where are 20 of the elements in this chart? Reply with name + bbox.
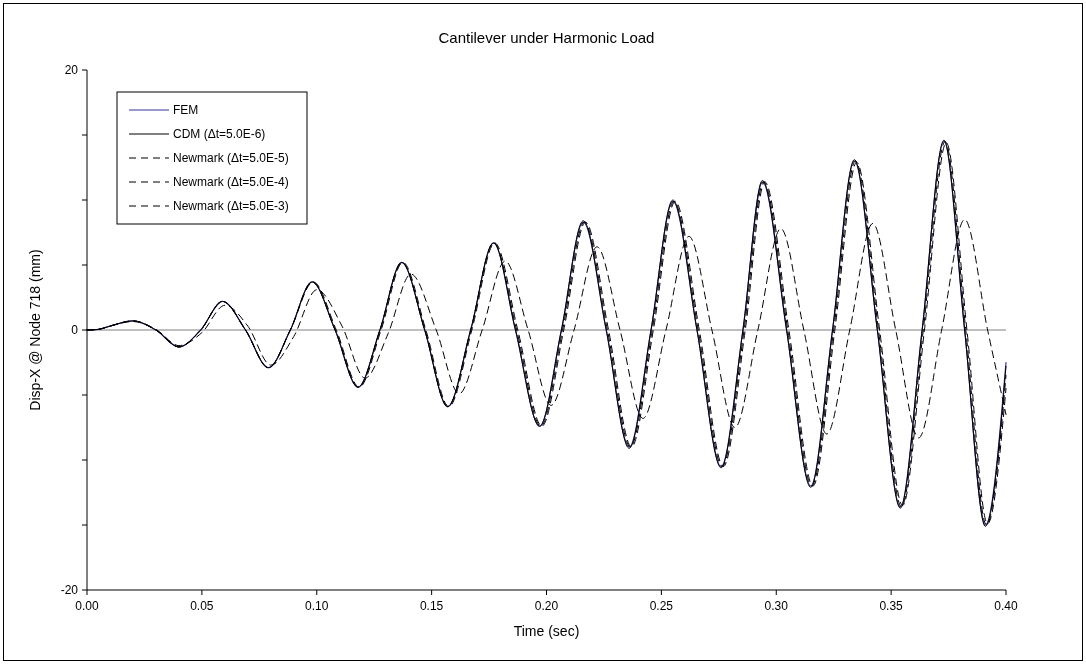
x-tick-label: 0.25 — [649, 599, 674, 613]
x-axis-title: Time (sec) — [513, 623, 580, 639]
chart-title: Cantilever under Harmonic Load — [438, 29, 655, 46]
x-tick-label: 0.30 — [764, 599, 789, 613]
y-axis-title: Disp-X @ Node 718 (mm) — [27, 249, 43, 411]
x-tick-label: 0.05 — [190, 599, 214, 613]
x-tick-label: 0.40 — [994, 599, 1018, 613]
legend-label: Newmark (Δt=5.0E-5) — [173, 151, 289, 165]
x-tick-label: 0.20 — [534, 599, 559, 613]
legend-label: Newmark (Δt=5.0E-4) — [173, 175, 289, 189]
y-tick-label: 20 — [64, 63, 79, 77]
legend-label: CDM (Δt=5.0E-6) — [173, 127, 266, 141]
legend-label: FEM — [173, 103, 199, 117]
y-tick-label: -20 — [60, 583, 79, 597]
legend-label: Newmark (Δt=5.0E-3) — [173, 199, 289, 213]
y-tick-label: 0 — [71, 323, 79, 337]
x-tick-label: 0.00 — [75, 599, 99, 613]
x-tick-label: 0.15 — [419, 599, 444, 613]
x-tick-label: 0.35 — [879, 599, 904, 613]
x-tick-label: 0.10 — [305, 599, 329, 613]
